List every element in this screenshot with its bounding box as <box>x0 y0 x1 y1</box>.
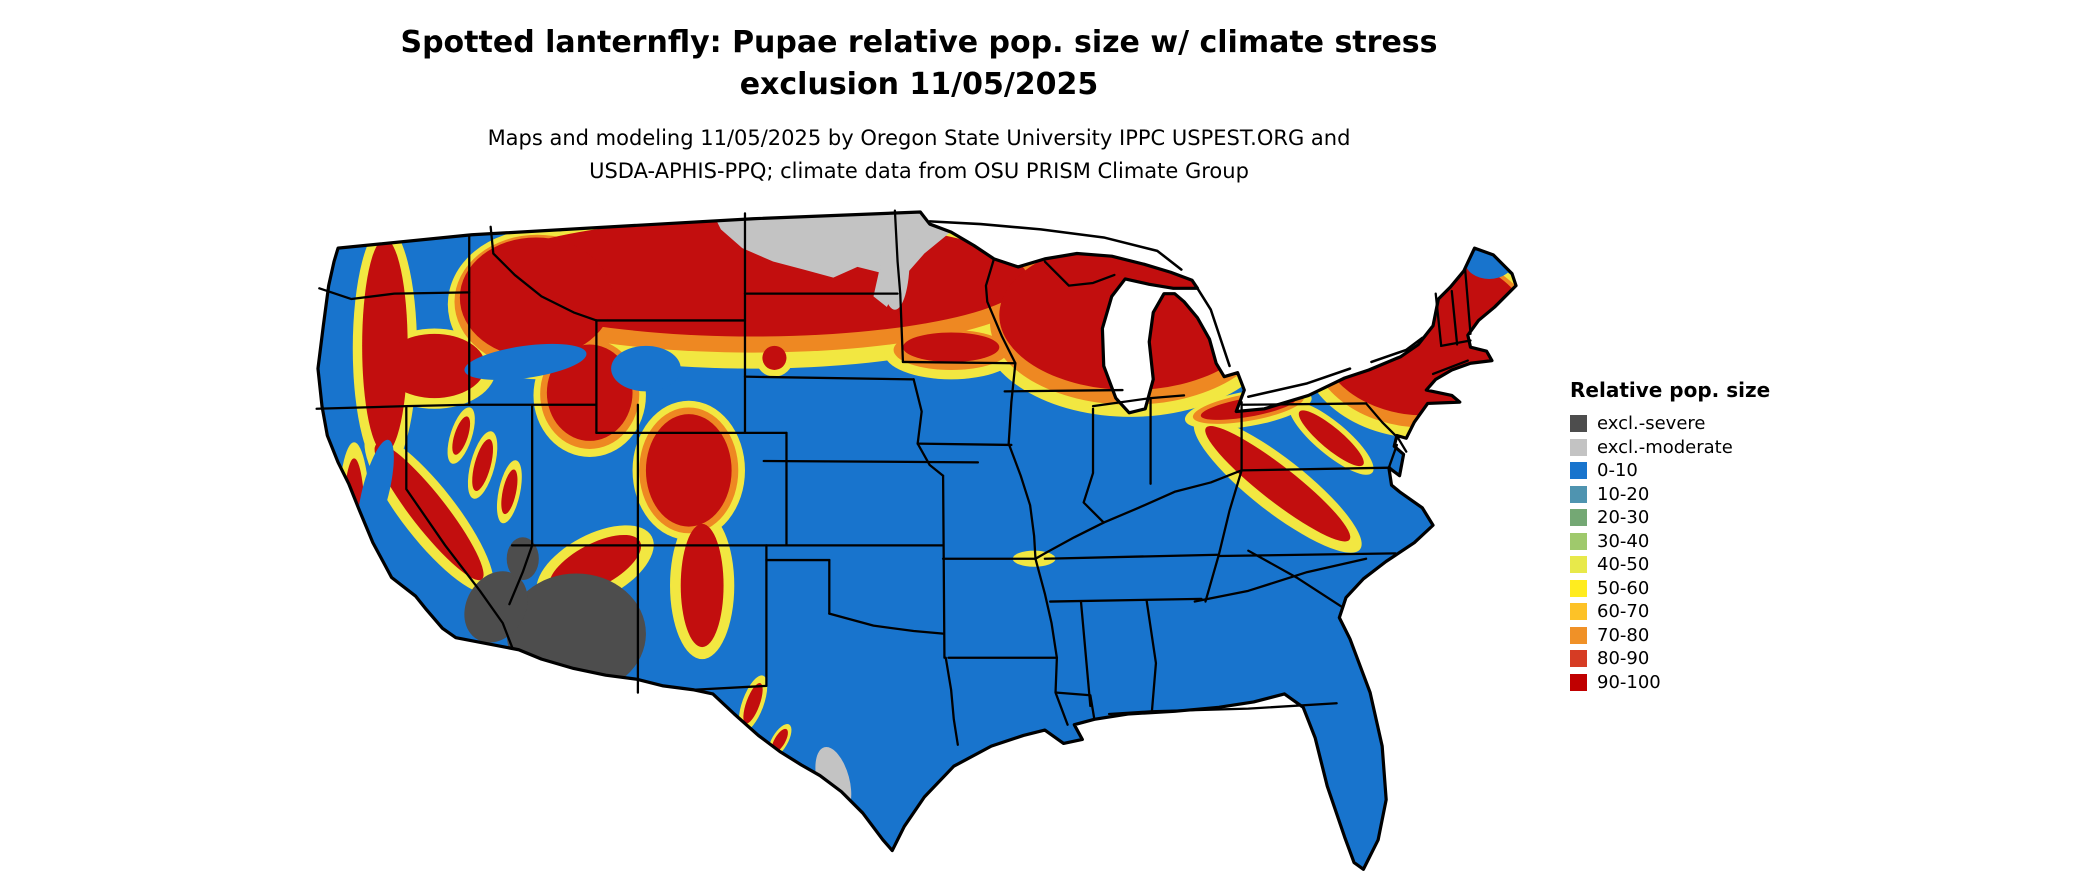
legend-item: excl.-severe <box>1570 412 1770 436</box>
legend-item: 10-20 <box>1570 483 1770 507</box>
legend-swatch <box>1570 415 1587 433</box>
legend-label: 10-20 <box>1597 483 1650 505</box>
legend-swatch <box>1570 579 1587 597</box>
legend-item: 60-70 <box>1570 600 1770 624</box>
legend-swatch <box>1570 626 1587 644</box>
legend-label: 90-100 <box>1597 671 1661 693</box>
legend-swatch <box>1570 603 1587 621</box>
legend-swatch <box>1570 673 1587 691</box>
legend-label: 40-50 <box>1597 554 1650 576</box>
legend-swatch <box>1570 532 1587 550</box>
legend-label: 20-30 <box>1597 507 1650 529</box>
legend-swatch <box>1570 438 1587 456</box>
legend-label: excl.-moderate <box>1597 436 1733 458</box>
page-title-line2: exclusion 11/05/2025 <box>739 67 1099 102</box>
legend-swatch <box>1570 556 1587 574</box>
legend-item: 20-30 <box>1570 506 1770 530</box>
us-map <box>311 208 1527 884</box>
state-borders <box>315 209 1472 746</box>
legend-item: 40-50 <box>1570 553 1770 577</box>
legend-item: 30-40 <box>1570 530 1770 554</box>
legend-item: 90-100 <box>1570 671 1770 695</box>
page-subtitle: Maps and modeling 11/05/2025 by Oregon S… <box>0 122 1838 188</box>
legend-item: 50-60 <box>1570 577 1770 601</box>
us-outline <box>316 210 1518 871</box>
legend-swatch <box>1570 650 1587 668</box>
legend-item: 0-10 <box>1570 459 1770 483</box>
legend-swatch <box>1570 462 1587 480</box>
page-title: Spotted lanternfly: Pupae relative pop. … <box>0 22 1838 106</box>
legend-label: 50-60 <box>1597 577 1650 599</box>
page-subtitle-line2: USDA-APHIS-PPQ; climate data from OSU PR… <box>589 159 1249 183</box>
legend-title: Relative pop. size <box>1570 378 1771 402</box>
map-legend: Relative pop. size excl.-severe excl.-mo… <box>1570 378 1770 694</box>
legend-label: 60-70 <box>1597 601 1650 623</box>
legend-label: excl.-severe <box>1597 413 1706 435</box>
us-map-svg <box>315 209 1518 871</box>
legend-item: 70-80 <box>1570 624 1770 648</box>
legend-item: 80-90 <box>1570 647 1770 671</box>
page-subtitle-line1: Maps and modeling 11/05/2025 by Oregon S… <box>487 126 1351 150</box>
legend-item: excl.-moderate <box>1570 436 1770 460</box>
legend-label: 80-90 <box>1597 648 1650 670</box>
legend-label: 0-10 <box>1597 460 1638 482</box>
legend-swatch <box>1570 485 1587 503</box>
legend-label: 30-40 <box>1597 530 1650 552</box>
legend-label: 70-80 <box>1597 624 1650 646</box>
international-border <box>928 220 1424 399</box>
legend-swatch <box>1570 509 1587 527</box>
page-title-line1: Spotted lanternfly: Pupae relative pop. … <box>400 25 1438 60</box>
